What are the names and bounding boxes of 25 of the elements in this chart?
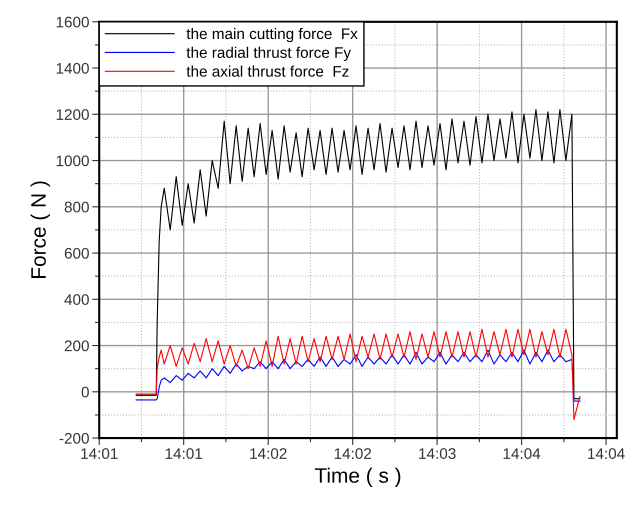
y-tick-label: 600 [64,248,89,259]
legend-label: the radial thrust force Fy [186,46,352,61]
line-series [136,350,580,402]
y-axis-title: Force ( N ) [30,181,50,278]
y-tick-label: -200 [60,432,89,444]
y-tick-label: 1000 [56,155,89,166]
x-tick-label: 14:02 [250,448,287,459]
y-tick-label: 800 [64,202,89,212]
x-tick-label: 14:04 [504,448,540,459]
y-tick-label: 1400 [56,62,89,74]
x-axis-title: Time ( s ) [314,468,400,487]
x-tick-label: 14:03 [419,448,456,459]
legend-label: the main cutting force Fx [186,28,358,42]
y-tick-label: 1200 [56,109,89,120]
y-tick-label: 400 [64,294,89,305]
y-tick-label: 0 [82,386,89,398]
y-tick-label: 200 [64,340,89,352]
legend-label: the axial thrust force Fz [186,66,349,77]
x-tick-label: 14:02 [334,448,372,459]
line-series [136,109,580,400]
x-tick-label: 14:04 [588,448,625,459]
line-series [136,328,580,420]
y-tick-label: 1600 [56,16,89,28]
x-tick-label: 14:01 [81,448,118,459]
x-tick-label: 14:01 [166,448,202,459]
